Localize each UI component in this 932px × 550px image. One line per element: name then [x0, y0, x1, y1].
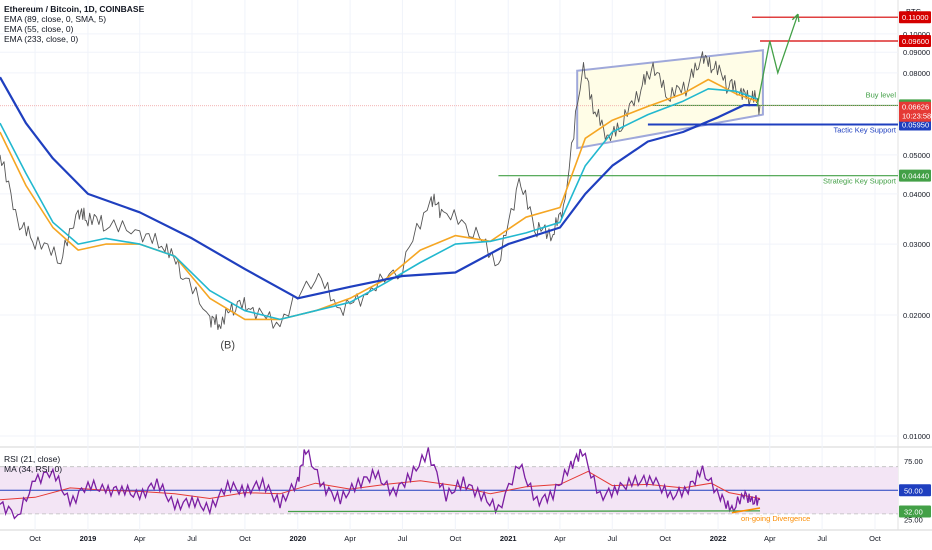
x-tick-label: Jul — [398, 534, 408, 543]
level-name-label: Buy level — [866, 90, 897, 99]
level-price-label: 0.09600 — [902, 37, 929, 46]
x-tick-label: Apr — [134, 534, 146, 543]
y-tick-label: 0.02000 — [903, 311, 930, 320]
x-tick-label: Apr — [764, 534, 776, 543]
rsi-tick-label: 75.00 — [904, 457, 923, 466]
level-price-label: 0.04440 — [902, 172, 929, 181]
rsi-legend-ma: MA (34, RSI, 0) — [4, 464, 63, 474]
level-name-label: Tactic Key Support — [833, 126, 896, 135]
x-tick-label: Oct — [29, 534, 42, 543]
y-tick-label: 0.03000 — [903, 240, 930, 249]
x-tick-label: Jul — [607, 534, 617, 543]
current-price-box — [899, 101, 931, 122]
rsi-tick-box — [899, 505, 931, 518]
projection-path — [756, 13, 799, 107]
y-tick-label: 0.08000 — [903, 69, 930, 78]
legend-ema233: EMA (233, close, 0) — [4, 34, 79, 44]
x-tick-label: Jul — [187, 534, 197, 543]
ema55-line — [0, 88, 758, 321]
rsi-tick-label: 32.00 — [904, 507, 923, 516]
wave-label: (B) — [220, 340, 235, 352]
x-tick-label: 2019 — [80, 534, 97, 543]
y-tick-label: 0.09000 — [903, 48, 930, 57]
price-line — [0, 51, 761, 331]
x-tick-label: Jul — [817, 534, 827, 543]
x-tick-label: Apr — [344, 534, 356, 543]
rsi-legend: RSI (21, close) MA (34, RSI, 0) — [4, 454, 62, 474]
level-price-box — [899, 11, 931, 24]
level-price-box — [899, 34, 931, 47]
level-name-label: Strategic Key Support — [823, 177, 897, 186]
x-tick-label: Oct — [239, 534, 252, 543]
level-price-label: 0.11000 — [902, 13, 929, 22]
x-tick-label: 2020 — [289, 534, 306, 543]
y-tick-label: 0.01000 — [903, 432, 930, 441]
chart-legend: Ethereum / Bitcoin, 1D, COINBASE EMA (89… — [4, 4, 144, 44]
current-price-label: 0.06626 — [902, 103, 929, 112]
rsi-tick-label: 25.00 — [904, 516, 923, 525]
rsi-divergence-line — [731, 507, 761, 514]
rsi-tick-box — [899, 484, 931, 497]
rsi-legend-rsi: RSI (21, close) — [4, 454, 61, 464]
y-tick-label: 0.10000 — [903, 30, 930, 39]
countdown-label: 10:23:58 — [902, 112, 931, 121]
legend-ema89: EMA (89, close, 0, SMA, 5) — [4, 14, 107, 24]
rsi-tick-label: 50.00 — [904, 486, 923, 495]
level-price-box — [899, 169, 931, 182]
legend-ema55: EMA (55, close, 0) — [4, 24, 74, 34]
x-tick-label: Oct — [869, 534, 882, 543]
x-tick-label: 2021 — [500, 534, 517, 543]
projection-arrowhead — [791, 13, 800, 23]
ema233-line — [0, 76, 758, 300]
x-tick-label: Oct — [449, 534, 462, 543]
chart-title: Ethereum / Bitcoin, 1D, COINBASE — [4, 4, 145, 14]
x-tick-label: Oct — [659, 534, 672, 543]
x-tick-label: Apr — [554, 534, 566, 543]
level-price-label: 0.05950 — [902, 121, 929, 130]
rsi-support-line — [287, 510, 761, 513]
y-tick-label: 0.05000 — [903, 151, 930, 160]
rsi-line — [0, 447, 761, 520]
divergence-label: on-going Divergence — [741, 514, 810, 523]
x-tick-label: 2022 — [710, 534, 727, 543]
y-tick-label: 0.04000 — [903, 190, 930, 199]
